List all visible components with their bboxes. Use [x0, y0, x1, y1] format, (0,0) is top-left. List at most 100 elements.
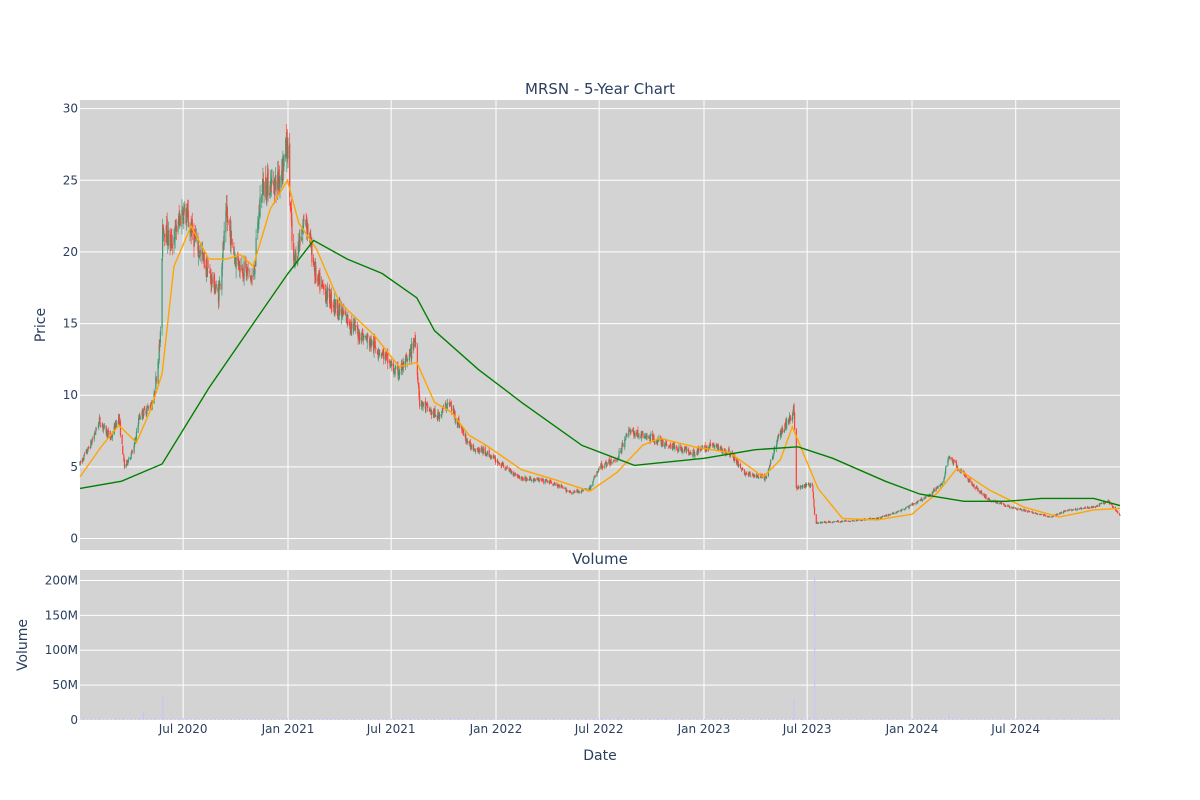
candle-down — [265, 176, 267, 198]
volume-bar — [590, 718, 592, 720]
candle-up — [97, 426, 99, 428]
candle-up — [257, 222, 259, 233]
candle-down — [299, 236, 301, 246]
candle-down — [368, 339, 371, 346]
volume-bar — [1051, 719, 1053, 720]
candle-down — [143, 406, 145, 410]
volume-bar — [657, 718, 659, 720]
candle-down — [512, 471, 514, 476]
volume-bar — [461, 718, 463, 720]
candle-down — [1057, 514, 1059, 516]
volume-bar — [416, 718, 418, 720]
candle-up — [146, 412, 148, 414]
volume-bar — [626, 719, 628, 720]
volume-bar — [576, 718, 578, 720]
candle-up — [170, 239, 172, 243]
candle-up — [302, 227, 304, 235]
volume-bar — [709, 718, 711, 720]
volume-bar — [357, 719, 359, 720]
candle-up — [843, 520, 845, 522]
volume-bar — [381, 718, 383, 720]
candle-down — [820, 521, 822, 523]
volume-bar — [448, 718, 450, 720]
candle-down — [347, 315, 349, 324]
candle-down — [629, 429, 631, 431]
candle-up — [254, 259, 257, 267]
candle-up — [466, 440, 468, 442]
candle-down — [154, 391, 156, 396]
candle-down — [1003, 502, 1005, 505]
volume-bar — [598, 718, 600, 720]
volume-bar — [350, 718, 352, 720]
volume-bar — [596, 718, 598, 720]
candle-up — [873, 518, 875, 519]
candle-up — [520, 477, 522, 480]
volume-bar — [283, 718, 285, 720]
volume-bar — [965, 719, 967, 720]
candle-down — [109, 431, 111, 438]
volume-bar — [298, 718, 300, 720]
candle-down — [521, 477, 523, 480]
volume-bar — [237, 719, 239, 720]
candle-up — [254, 268, 256, 274]
candle-up — [900, 509, 902, 512]
volume-bar — [1079, 719, 1081, 720]
volume-bar — [258, 718, 260, 720]
candle-up — [796, 488, 799, 490]
volume-bar — [464, 718, 466, 720]
volume-bar — [925, 718, 927, 720]
volume-bar — [612, 718, 614, 720]
candle-down — [414, 338, 416, 340]
candle-up — [525, 478, 527, 482]
volume-bar — [170, 718, 172, 720]
volume-bar — [485, 717, 487, 720]
volume-bar — [999, 718, 1001, 720]
volume-bar — [745, 718, 747, 720]
candle-down — [665, 440, 667, 446]
volume-bar — [847, 718, 849, 720]
volume-bar — [408, 718, 410, 720]
candle-down — [241, 267, 244, 274]
candle-up — [413, 339, 416, 343]
candle-up — [1013, 507, 1015, 509]
volume-bar — [733, 719, 735, 720]
candle-down — [600, 462, 603, 464]
candle-down — [632, 427, 634, 433]
volume-bar — [939, 718, 941, 720]
candle-up — [90, 441, 92, 448]
candle-up — [177, 226, 179, 232]
candle-down — [207, 267, 209, 269]
candle-down — [1091, 506, 1093, 508]
candle-down — [203, 252, 205, 268]
candle-down — [181, 210, 184, 215]
candle-down — [1119, 515, 1121, 516]
candle-down — [330, 291, 332, 307]
volume-bar — [1099, 718, 1101, 720]
candle-down — [385, 351, 388, 355]
volume-bar — [445, 718, 447, 720]
volume-bar — [1015, 718, 1017, 720]
candle-up — [944, 473, 946, 477]
candle-up — [895, 512, 897, 514]
candle-up — [1098, 503, 1101, 507]
volume-bar — [669, 719, 671, 720]
volume-bar — [82, 719, 84, 720]
volume-bar — [211, 719, 213, 720]
candle-down — [387, 351, 389, 364]
volume-bar — [259, 718, 261, 720]
candle-up — [821, 522, 823, 524]
volume-bar — [509, 719, 511, 720]
candle-up — [592, 481, 594, 487]
candle-down — [270, 185, 272, 192]
volume-bar — [625, 718, 627, 720]
candle-up — [799, 485, 801, 489]
volume-bar — [852, 718, 854, 720]
candle-down — [374, 341, 376, 347]
candle-down — [935, 488, 938, 490]
candle-down — [309, 233, 311, 235]
volume-bar — [665, 718, 667, 720]
candle-down — [574, 491, 576, 493]
volume-bar — [321, 718, 323, 720]
candle-down — [596, 472, 599, 474]
price-axis-label: Price — [33, 308, 49, 342]
